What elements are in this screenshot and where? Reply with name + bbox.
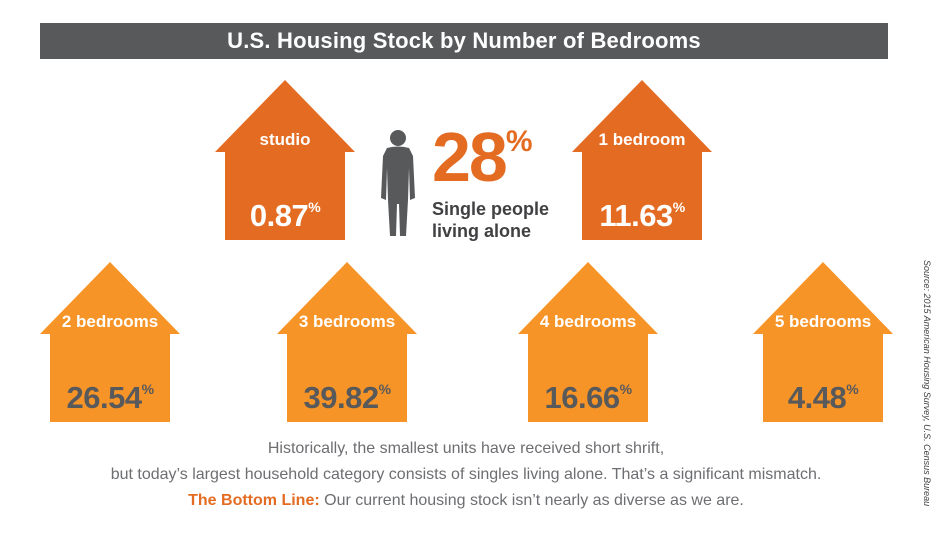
category-label-3-bedrooms: 3 bedrooms [298, 312, 396, 331]
data-label-4-bedrooms: 16.66% [544, 380, 632, 415]
house-1-bedroom: 1 bedroom 11.63% [572, 80, 712, 240]
bottom-line-note: The Bottom Line: Our current housing sto… [0, 492, 932, 510]
footer-line-1: Historically, the smallest units have re… [267, 440, 665, 457]
bottom-line-label: The Bottom Line: [188, 492, 320, 509]
single-people-label: Single people living alone [432, 199, 550, 241]
data-label-5-bedrooms: 4.48% [787, 380, 859, 415]
chart-title: U.S. Housing Stock by Number of Bedrooms [40, 23, 888, 59]
single-people-stat: 28% [432, 118, 533, 196]
bottom-line-text: Our current housing stock isn’t nearly a… [319, 492, 744, 509]
data-label-3-bedrooms: 39.82% [303, 380, 391, 415]
footer-line-2: but today’s largest household category c… [110, 466, 822, 483]
house-studio: studio 0.87% [215, 80, 355, 240]
house-5-bedrooms: 5 bedrooms 4.48% [753, 262, 893, 422]
source-note: Source: 2015 American Housing Survey, U.… [922, 260, 932, 507]
category-label-studio: studio [259, 130, 311, 149]
house-2-bedrooms: 2 bedrooms 26.54% [40, 262, 180, 422]
category-label-5-bedrooms: 5 bedrooms [774, 312, 872, 331]
data-label-studio: 0.87% [249, 198, 321, 233]
house-4-bedrooms: 4 bedrooms 16.66% [518, 262, 658, 422]
data-label-1-bedroom: 11.63% [599, 198, 685, 233]
data-label-2-bedrooms: 26.54% [66, 380, 154, 415]
category-label-2-bedrooms: 2 bedrooms [61, 312, 159, 331]
category-label-1-bedroom: 1 bedroom [598, 130, 686, 149]
house-3-bedrooms: 3 bedrooms 39.82% [277, 262, 417, 422]
person-silhouette-icon [381, 130, 415, 236]
category-label-4-bedrooms: 4 bedrooms [539, 312, 637, 331]
